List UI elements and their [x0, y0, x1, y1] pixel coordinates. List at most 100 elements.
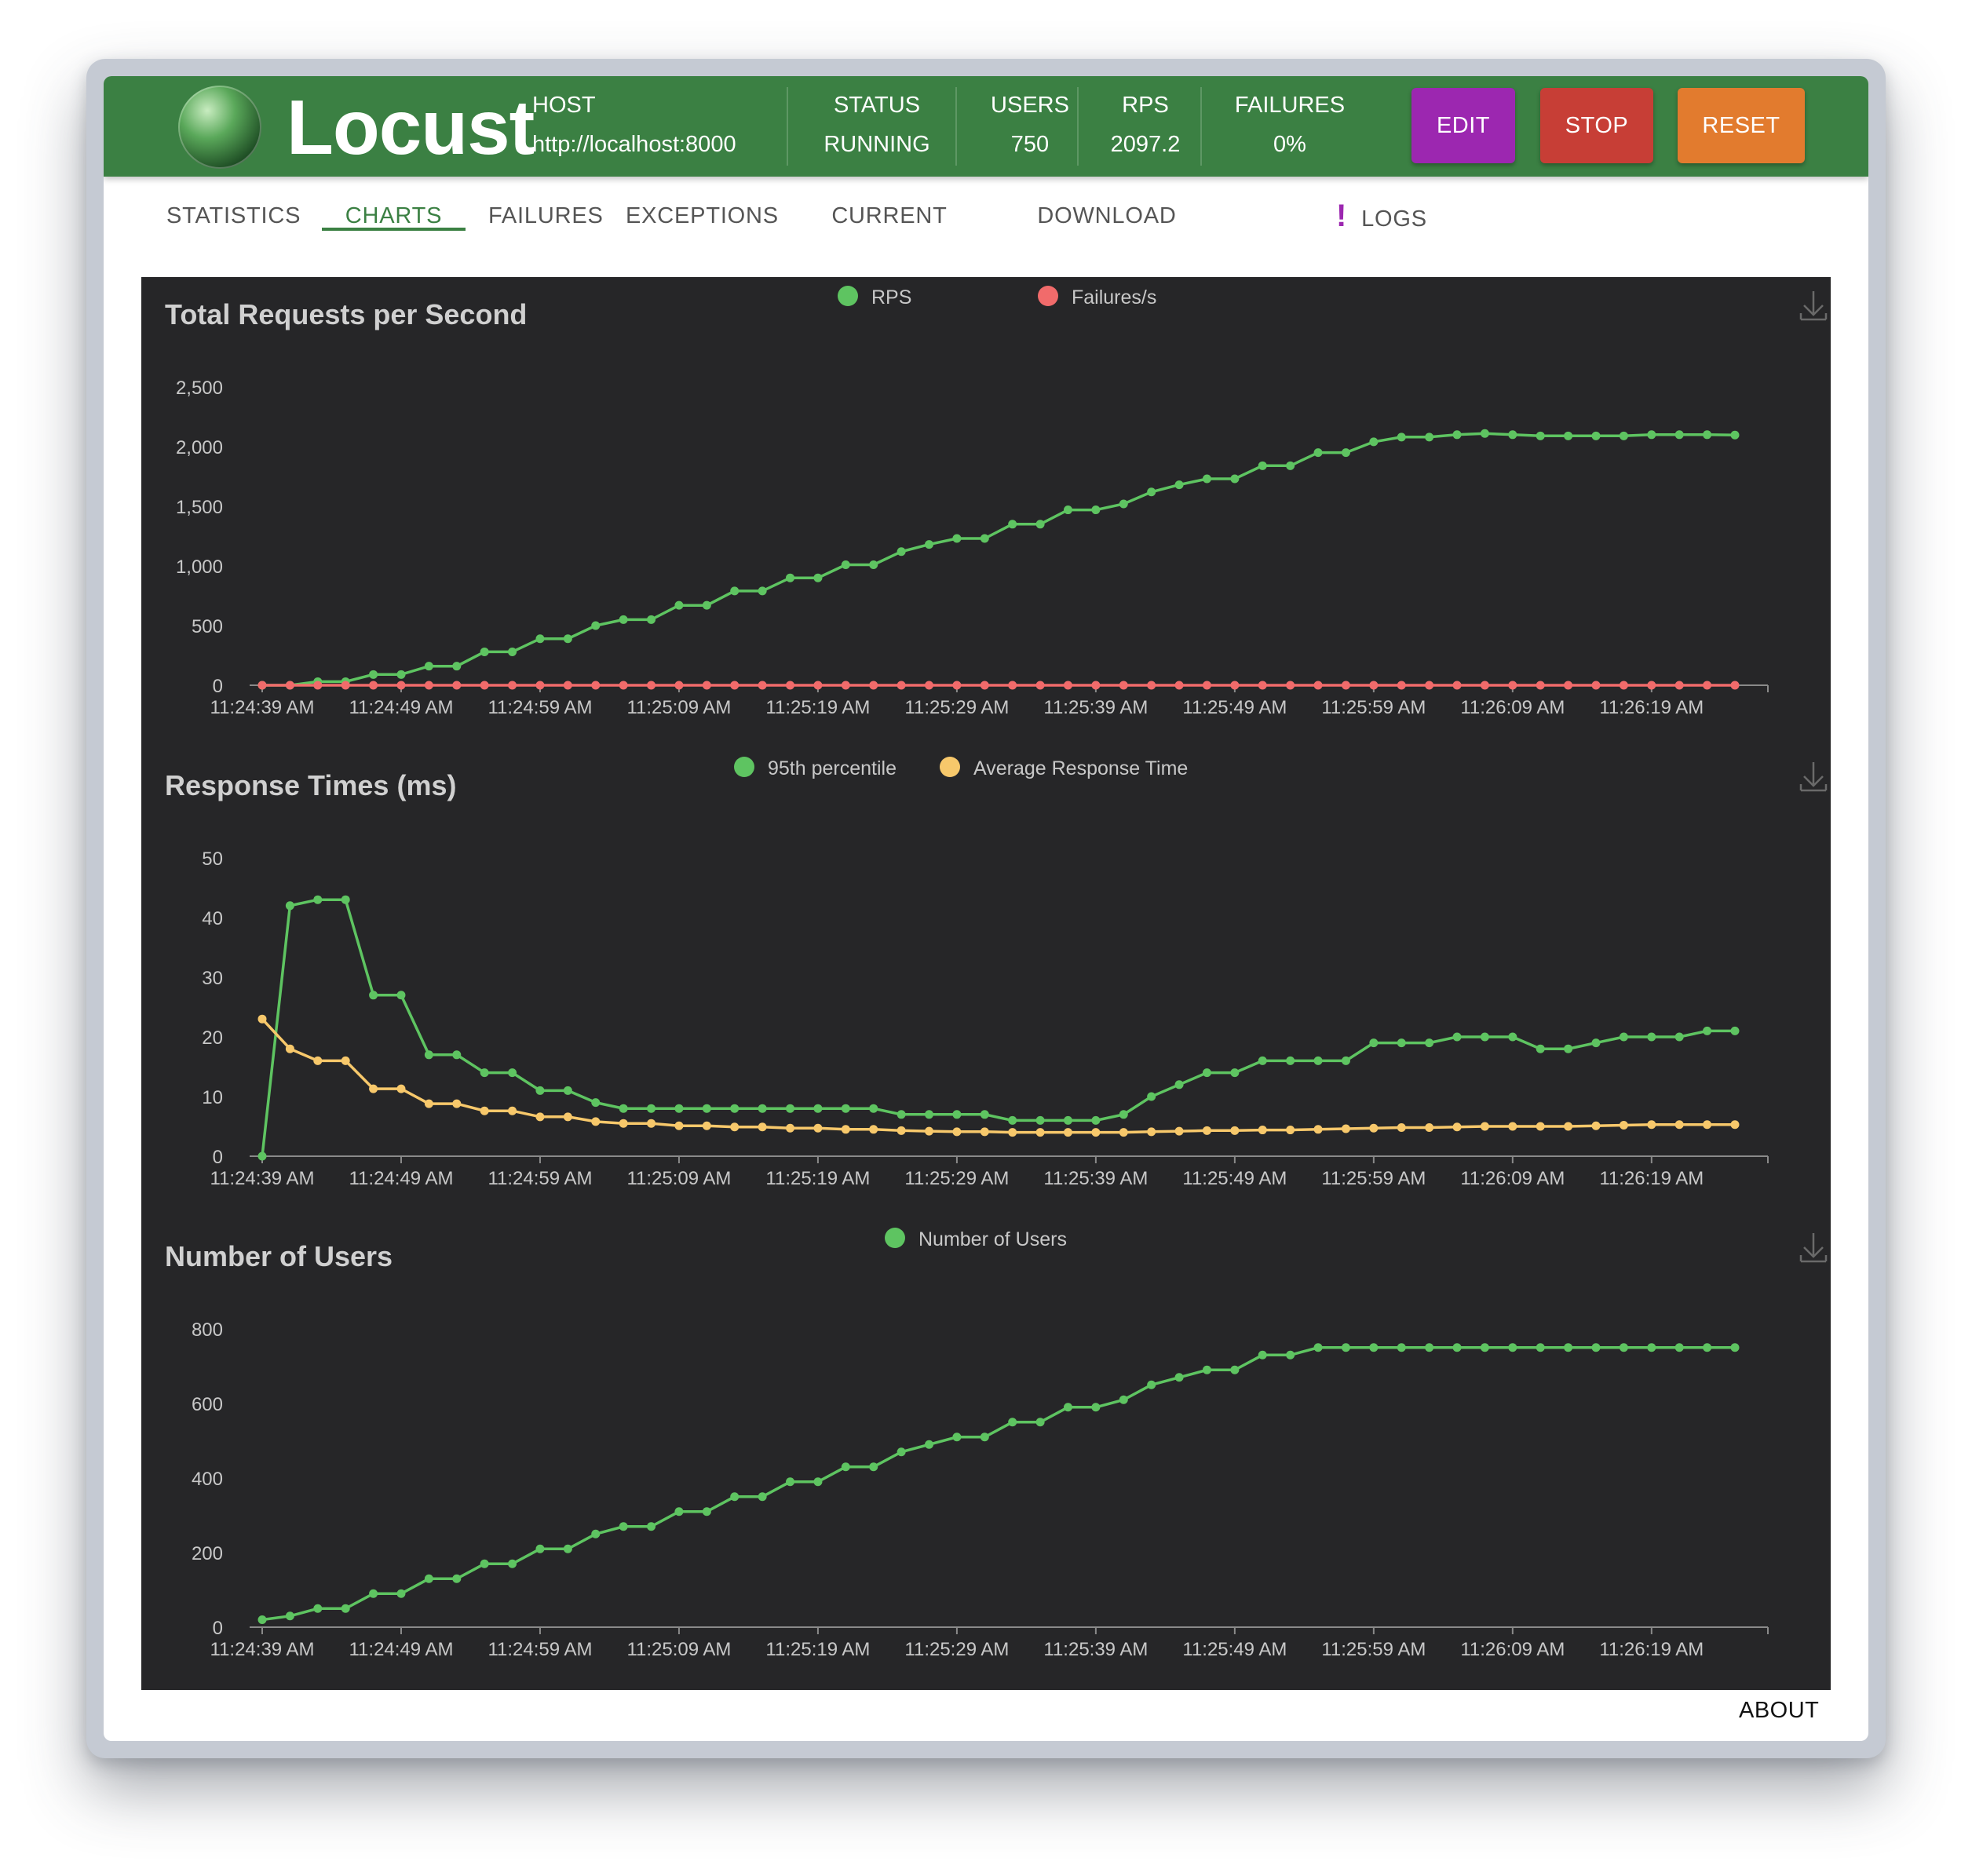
host-label: HOST	[532, 93, 596, 118]
status-stat: STATUS RUNNING	[814, 90, 940, 159]
data-point	[1703, 681, 1712, 690]
legend-label: 95th percentile	[768, 757, 897, 779]
data-point	[758, 1122, 767, 1132]
data-point	[1480, 681, 1489, 690]
data-point	[1647, 1120, 1656, 1130]
data-point	[758, 1104, 767, 1113]
data-point	[869, 681, 878, 690]
legend-label: RPS	[871, 287, 911, 308]
data-point	[396, 1084, 406, 1093]
data-point	[1174, 1373, 1184, 1382]
data-point	[369, 1589, 378, 1598]
data-point	[1174, 480, 1184, 490]
data-point	[535, 1112, 545, 1122]
data-point	[1564, 1343, 1573, 1352]
rps-value: 2097.2	[1110, 132, 1181, 157]
data-point	[396, 681, 406, 690]
charts-panel: Total Requests per Second RPS Failures/s 0 5…	[141, 277, 1831, 1690]
rps-stat: RPS 2097.2	[1086, 90, 1204, 159]
tab-logs-label: LOGS	[1361, 206, 1427, 232]
data-point	[1730, 1026, 1740, 1035]
data-point	[452, 662, 462, 671]
data-point	[647, 615, 656, 624]
x-tick-label: 11:26:09 AM	[1460, 1639, 1565, 1660]
data-point	[758, 1492, 767, 1502]
data-point	[424, 1574, 433, 1583]
y-tick-label: 500	[192, 616, 223, 637]
data-point	[1313, 681, 1323, 690]
tab-exceptions[interactable]: EXCEPTIONS	[626, 203, 779, 228]
data-point	[1063, 1403, 1072, 1412]
data-point	[1619, 1032, 1628, 1042]
data-point	[1452, 430, 1462, 440]
chart-title: Total Requests per Second	[165, 298, 527, 330]
edit-button[interactable]: EDIT	[1411, 88, 1515, 163]
data-point	[396, 991, 406, 1000]
data-point	[1063, 505, 1072, 515]
x-tick-label: 11:25:29 AM	[904, 1168, 1009, 1189]
tab-failures[interactable]: FAILURES	[488, 203, 604, 228]
data-point	[786, 573, 795, 582]
data-point	[1619, 1120, 1628, 1130]
data-point	[535, 1544, 545, 1553]
data-point	[1341, 681, 1350, 690]
data-point	[313, 681, 323, 690]
data-point	[674, 1104, 684, 1113]
data-point	[702, 600, 711, 610]
data-point	[508, 1106, 517, 1115]
browser-window: Locust HOST http://localhost:8000 STATUS…	[86, 59, 1886, 1758]
data-point	[1703, 430, 1712, 440]
data-point	[1564, 1044, 1573, 1053]
data-point	[257, 1615, 267, 1624]
tab-logs[interactable]: ! LOGS	[1336, 177, 1455, 255]
tab-statistics[interactable]: STATISTICS	[166, 203, 301, 228]
stop-button[interactable]: STOP	[1540, 88, 1653, 163]
tab-charts[interactable]: CHARTS	[345, 203, 443, 228]
divider	[1077, 87, 1079, 166]
data-point	[508, 681, 517, 690]
users-stat: USERS 750	[967, 90, 1093, 159]
data-point	[424, 662, 433, 671]
data-point	[647, 1119, 656, 1128]
data-point	[1591, 431, 1601, 440]
data-point	[925, 681, 934, 690]
data-point	[369, 1084, 378, 1093]
data-point	[1564, 1122, 1573, 1131]
series-line	[261, 1018, 1735, 1134]
data-point	[897, 1447, 906, 1457]
data-point	[535, 1086, 545, 1095]
about-link[interactable]: ABOUT	[1739, 1698, 1820, 1723]
data-point	[1313, 448, 1323, 458]
data-point	[1313, 1343, 1323, 1352]
data-point	[786, 1477, 795, 1487]
data-point	[1202, 1126, 1211, 1135]
y-tick-label: 1,500	[176, 497, 223, 518]
data-point	[952, 534, 962, 543]
data-point	[535, 681, 545, 690]
data-point	[1035, 520, 1045, 529]
data-point	[396, 670, 406, 679]
tab-current-ratio[interactable]: CURRENT RATIO	[831, 203, 948, 307]
status-label: STATUS	[833, 93, 921, 118]
data-point	[952, 1127, 962, 1137]
data-point	[1313, 1125, 1323, 1134]
failures-value: 0%	[1273, 132, 1306, 157]
reset-button[interactable]: RESET	[1678, 88, 1805, 163]
users-label: USERS	[991, 93, 1069, 118]
series-line	[261, 898, 1735, 1157]
exclamation-icon: !	[1336, 199, 1348, 233]
data-point	[1619, 681, 1628, 690]
failures-stat: FAILURES 0%	[1217, 90, 1363, 159]
data-point	[591, 1529, 601, 1538]
data-point	[1035, 1115, 1045, 1125]
tab-download-data[interactable]: DOWNLOAD DATA	[1037, 203, 1177, 307]
x-tick-label: 11:25:39 AM	[1043, 1168, 1148, 1189]
data-point	[1341, 1124, 1350, 1133]
y-tick-label: 600	[192, 1394, 223, 1415]
x-tick-label: 11:25:49 AM	[1182, 1639, 1287, 1660]
locust-app: Locust HOST http://localhost:8000 STATUS…	[104, 76, 1868, 1741]
x-tick-label: 11:26:09 AM	[1460, 697, 1565, 718]
data-point	[1063, 1128, 1072, 1137]
data-point	[1063, 681, 1072, 690]
data-point	[758, 681, 767, 690]
